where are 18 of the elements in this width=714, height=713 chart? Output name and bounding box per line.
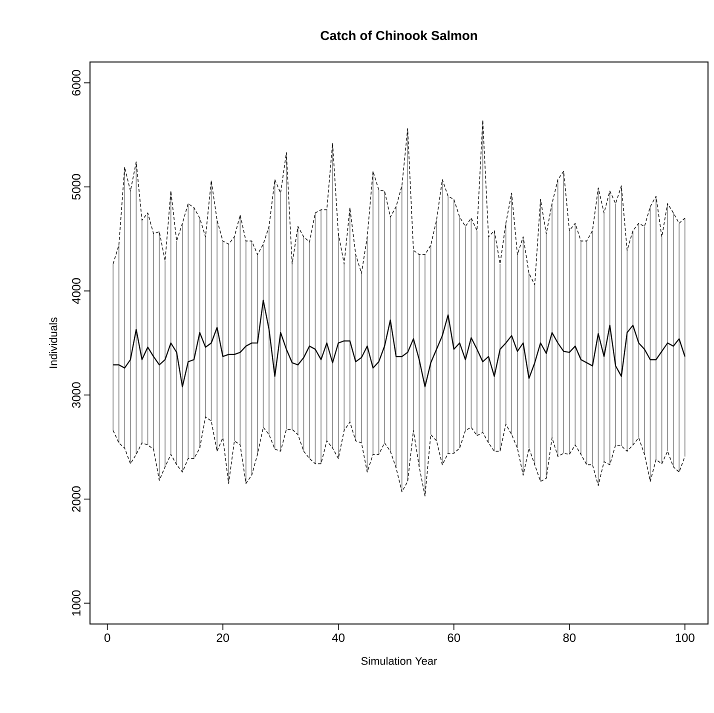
y-tick-label: 4000 — [72, 278, 80, 304]
y-tick-label: 3000 — [72, 382, 80, 408]
y-tick-label: 2000 — [72, 486, 80, 512]
chart-title: Catch of Chinook Salmon — [320, 30, 477, 40]
x-tick-label: 40 — [332, 634, 345, 642]
y-tick-label: 1000 — [72, 590, 80, 616]
x-tick-label: 60 — [448, 634, 460, 642]
line-series — [112, 300, 686, 388]
y-tick-label: 6000 — [72, 70, 80, 96]
line-series — [112, 120, 686, 286]
y-axis-title: Individuals — [49, 318, 58, 368]
y-tick-label: 5000 — [72, 174, 80, 200]
x-tick-label: 20 — [216, 634, 230, 642]
x-tick-label: 80 — [563, 634, 576, 642]
x-axis-title: Simulation Year — [361, 656, 437, 665]
x-tick-label: 100 — [676, 634, 694, 642]
x-tick-label: 0 — [104, 634, 110, 642]
line-series — [112, 416, 686, 496]
